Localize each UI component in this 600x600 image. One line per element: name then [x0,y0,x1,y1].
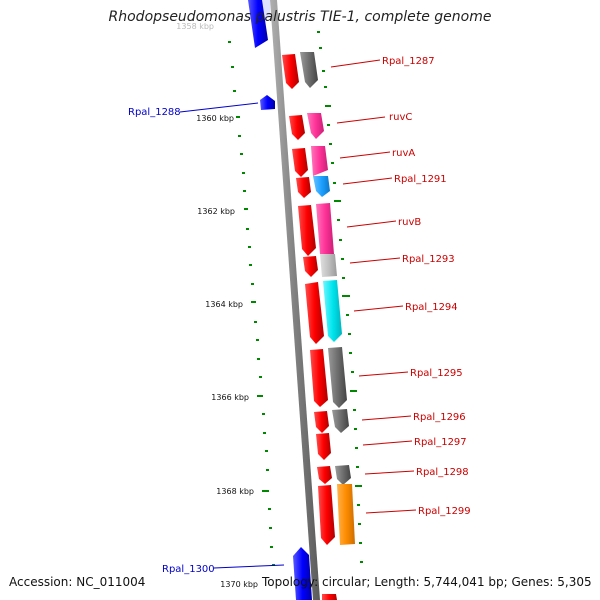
gene-label-rpal-1300[interactable]: Rpal_1300 [162,564,215,575]
gc-skew-track [228,31,363,566]
tick-label-1364: 1364 kbp [205,300,243,309]
gene-label-rpal-1293[interactable]: Rpal_1293 [402,254,455,265]
gene-labels: Rpal_1287 Rpal_1288 ruvC ruvA Rpal_1291 … [128,56,471,575]
gene-label-rpal-1296[interactable]: Rpal_1296 [413,412,466,423]
reverse-cds-track [248,0,312,600]
gene-label-rpal-1287[interactable]: Rpal_1287 [382,56,435,67]
gene-label-rpal-1295[interactable]: Rpal_1295 [410,368,463,379]
cds-next [322,594,337,600]
label-leaders [179,59,417,569]
cds-rpal-1297[interactable] [316,433,331,460]
cds-rpal-1300[interactable] [293,547,312,600]
cds-rpal-1291[interactable] [296,177,311,198]
cds-rpal-1296[interactable] [314,411,329,433]
topology-text: Topology: circular; Length: 5,744,041 bp… [262,575,592,589]
cog-track [300,52,355,545]
gene-label-ruvc[interactable]: ruvC [389,112,412,123]
gene-label-rpal-1294[interactable]: Rpal_1294 [405,302,458,313]
cog-rpal-1293 [320,254,337,277]
cog-rpal-1296 [332,409,349,433]
gene-label-ruva[interactable]: ruvA [392,148,415,159]
tick-label-partial: 1358 kbp [176,22,214,31]
cog-ruvc [307,113,324,139]
cds-ruva[interactable] [292,148,308,177]
gene-label-rpal-1288[interactable]: Rpal_1288 [128,107,181,118]
cds-rpal-1287[interactable] [282,54,299,89]
cog-rpal-1291 [313,176,330,197]
cog-rpal-1298 [335,465,351,485]
gene-label-rpal-1291[interactable]: Rpal_1291 [394,174,447,185]
cog-rpal-1294 [323,280,342,342]
cog-rpal-1287 [300,52,318,88]
cds-rpal-1298[interactable] [317,466,332,484]
cds-ruvb[interactable] [298,205,316,256]
tick-label-1370: 1370 kbp [220,580,258,589]
genome-title: Rhodopseudomonas palustris TIE-1, comple… [108,9,492,25]
tick-label-1366: 1366 kbp [211,393,249,402]
gene-label-rpal-1299[interactable]: Rpal_1299 [418,506,471,517]
cds-ruvc[interactable] [289,115,305,140]
cog-ruva [311,146,328,176]
genome-backbone [270,0,320,600]
forward-cds-track [282,54,337,600]
accession-text: Accession: NC_011004 [9,575,146,589]
cds-top-reverse [248,0,268,48]
scale-labels: 1358 kbp 1360 kbp 1362 kbp 1364 kbp 1366… [176,22,258,589]
cog-ruvb [316,203,334,254]
tick-label-1360: 1360 kbp [196,114,234,123]
gene-label-ruvb[interactable]: ruvB [398,217,421,228]
cds-rpal-1293[interactable] [303,256,318,277]
gene-label-rpal-1297[interactable]: Rpal_1297 [414,437,467,448]
gene-label-rpal-1298[interactable]: Rpal_1298 [416,467,469,478]
cds-rpal-1295[interactable] [310,349,328,407]
cds-rpal-1294[interactable] [305,282,324,344]
cog-rpal-1299 [337,484,355,545]
cds-rpal-1299[interactable] [318,485,335,545]
cog-rpal-1295 [328,347,347,408]
tick-label-1362: 1362 kbp [197,207,235,216]
tick-label-1368: 1368 kbp [216,487,254,496]
cds-rpal-1288[interactable] [260,95,275,110]
